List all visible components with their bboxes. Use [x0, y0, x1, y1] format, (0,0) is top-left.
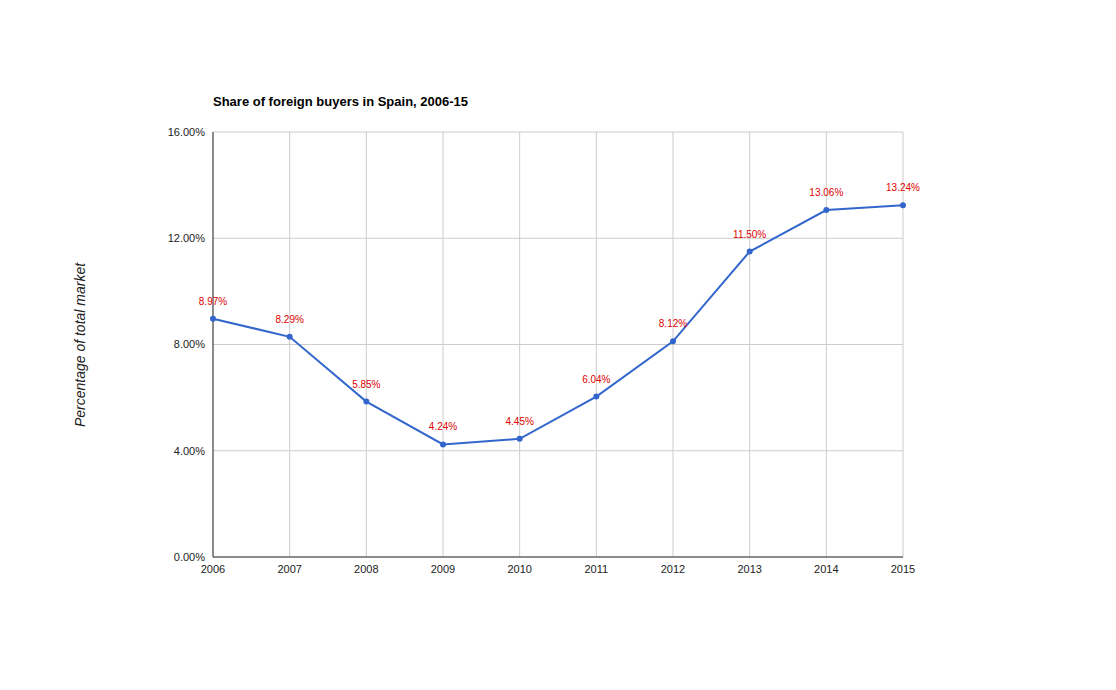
svg-text:16.00%: 16.00% [168, 126, 206, 138]
svg-text:2010: 2010 [507, 563, 531, 575]
svg-text:8.29%: 8.29% [275, 314, 303, 325]
svg-text:4.00%: 4.00% [174, 445, 205, 457]
svg-text:2014: 2014 [814, 563, 838, 575]
svg-text:4.45%: 4.45% [505, 416, 533, 427]
svg-text:5.85%: 5.85% [352, 379, 380, 390]
svg-text:8.97%: 8.97% [199, 296, 227, 307]
svg-text:2006: 2006 [201, 563, 225, 575]
html-text:Percentage of total market: Percentage of total market [72, 262, 88, 428]
svg-text:4.24%: 4.24% [429, 421, 457, 432]
svg-text:2008: 2008 [354, 563, 378, 575]
svg-text:12.00%: 12.00% [168, 232, 206, 244]
svg-text:13.24%: 13.24% [886, 182, 920, 193]
html-text:Share of foreign buyers in Spa: Share of foreign buyers in Spain, 2006-1… [213, 94, 468, 109]
svg-text:2009: 2009 [431, 563, 455, 575]
svg-text:0.00%: 0.00% [174, 551, 205, 563]
svg-text:13.06%: 13.06% [809, 187, 843, 198]
svg-text:2015: 2015 [891, 563, 915, 575]
svg-text:8.12%: 8.12% [659, 318, 687, 329]
svg-text:2012: 2012 [661, 563, 685, 575]
svg-text:2011: 2011 [585, 563, 609, 575]
svg-text:2013: 2013 [737, 563, 761, 575]
svg-text:2007: 2007 [277, 563, 301, 575]
svg-text:8.00%: 8.00% [174, 338, 205, 350]
svg-text:11.50%: 11.50% [733, 229, 766, 240]
svg-text:6.04%: 6.04% [582, 374, 610, 385]
